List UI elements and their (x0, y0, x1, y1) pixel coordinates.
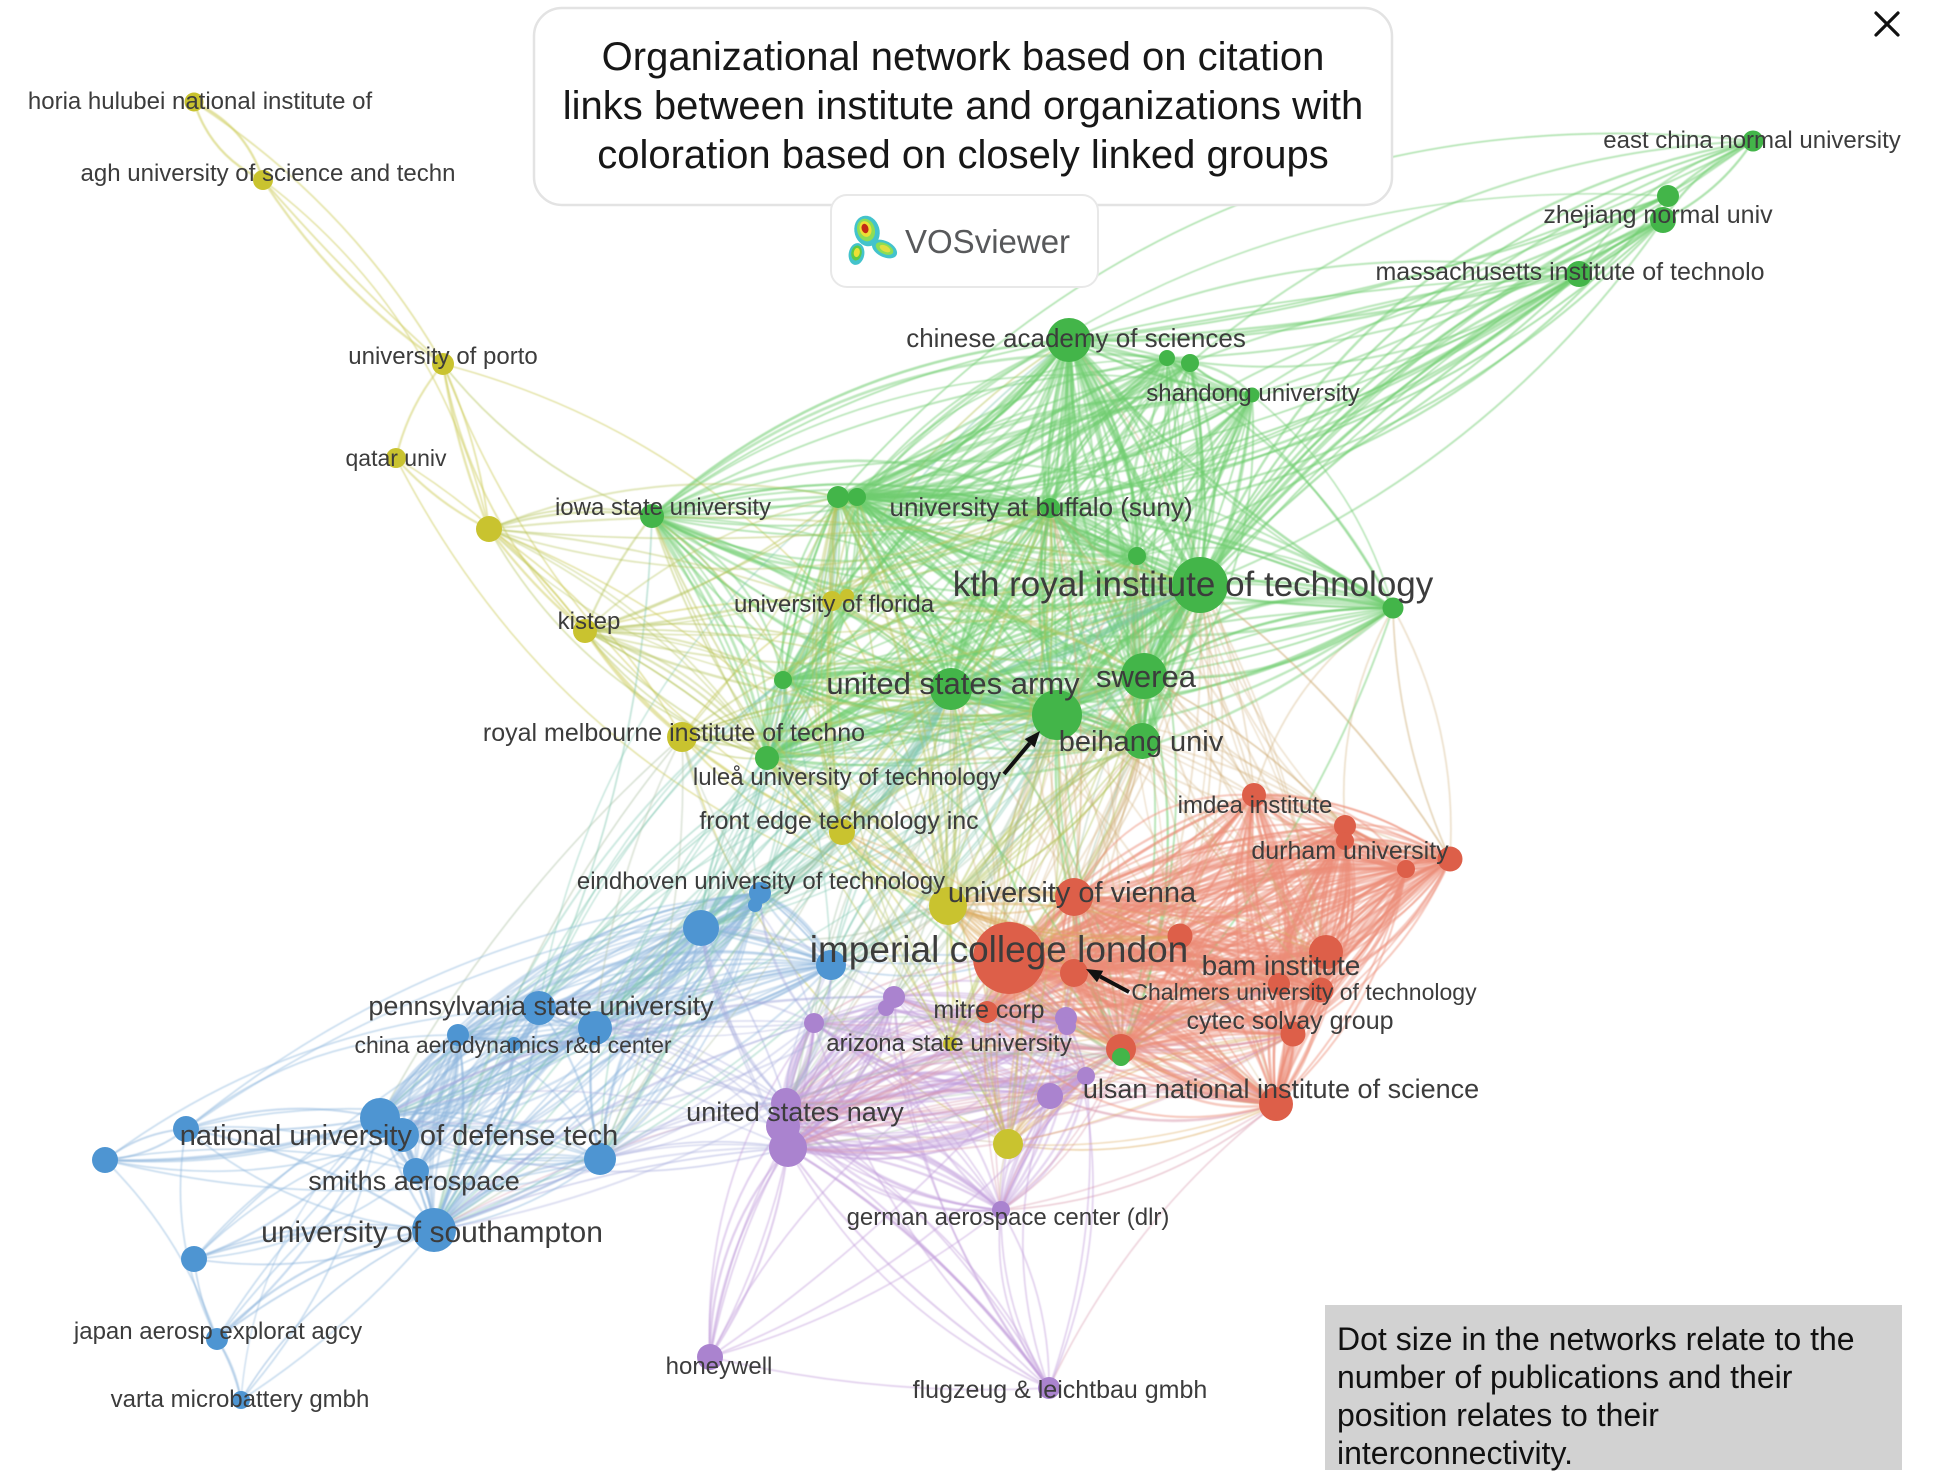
svg-text:pennsylvania state university: pennsylvania state university (368, 991, 714, 1021)
svg-text:chinese academy of sciences: chinese academy of sciences (906, 323, 1246, 353)
svg-text:qatar univ: qatar univ (345, 445, 447, 471)
svg-text:united states army: united states army (826, 666, 1080, 701)
svg-text:ulsan national institute of sc: ulsan national institute of science (1083, 1074, 1479, 1104)
svg-text:position relates to their: position relates to their (1337, 1397, 1659, 1433)
svg-text:zhejiang normal univ: zhejiang normal univ (1543, 201, 1773, 229)
svg-text:united states navy: united states navy (686, 1097, 904, 1127)
svg-text:flugzeug & leichtbau gmbh: flugzeug & leichtbau gmbh (913, 1376, 1208, 1404)
svg-text:luleå university of technology: luleå university of technology (693, 764, 1001, 791)
svg-text:massachusetts institute of tec: massachusetts institute of technolo (1375, 258, 1764, 286)
svg-text:university at buffalo (suny): university at buffalo (suny) (890, 492, 1193, 522)
svg-text:university of vienna: university of vienna (948, 877, 1197, 909)
svg-text:royal melbourne institute of t: royal melbourne institute of techno (483, 719, 865, 747)
svg-text:Organizational network based o: Organizational network based on citation (602, 35, 1325, 79)
svg-text:german aerospace center (dlr): german aerospace center (dlr) (847, 1204, 1170, 1231)
svg-text:horia hulubei national institu: horia hulubei national institute of (28, 88, 373, 115)
svg-text:bam institute: bam institute (1202, 950, 1361, 981)
svg-text:national university of defense: national university of defense tech (180, 1120, 619, 1152)
svg-text:varta microbattery gmbh: varta microbattery gmbh (111, 1386, 370, 1413)
svg-text:agh university of science and: agh university of science and techn (81, 160, 456, 187)
svg-text:imperial college london: imperial college london (810, 929, 1188, 970)
svg-text:number of publications and the: number of publications and their (1337, 1359, 1793, 1395)
svg-text:japan aerosp explorat agcy: japan aerosp explorat agcy (73, 1318, 362, 1345)
svg-text:kistep: kistep (558, 608, 621, 635)
svg-text:arizona state university: arizona state university (826, 1030, 1071, 1057)
svg-text:university of porto: university of porto (348, 343, 537, 370)
svg-text:china aerodynamics r&d center: china aerodynamics r&d center (354, 1032, 671, 1058)
svg-text:cytec solvay group: cytec solvay group (1186, 1007, 1393, 1035)
svg-text:VOSviewer: VOSviewer (905, 223, 1070, 260)
svg-text:imdea institute: imdea institute (1178, 792, 1333, 819)
svg-text:iowa state university: iowa state university (555, 494, 771, 521)
svg-text:mitre corp: mitre corp (933, 996, 1044, 1024)
svg-text:coloration based on closely li: coloration based on closely linked group… (597, 133, 1329, 177)
svg-text:Dot size in the networks relat: Dot size in the networks relate to the (1337, 1321, 1855, 1357)
svg-text:beihang univ: beihang univ (1059, 726, 1224, 758)
svg-text:kth royal institute of technol: kth royal institute of technology (953, 565, 1434, 604)
svg-text:swerea: swerea (1096, 659, 1197, 694)
svg-text:Chalmers university of technol: Chalmers university of technology (1131, 979, 1477, 1005)
svg-text:honeywell: honeywell (666, 1353, 773, 1380)
svg-text:eindhoven university of techno: eindhoven university of technology (577, 868, 945, 895)
svg-text:university of florida: university of florida (734, 591, 935, 618)
svg-text:shandong university: shandong university (1146, 380, 1359, 407)
svg-text:durham university: durham university (1251, 837, 1449, 865)
svg-text:front edge technology inc: front edge technology inc (699, 807, 978, 835)
svg-text:links between institute and or: links between institute and organization… (563, 84, 1363, 128)
svg-text:university of southampton: university of southampton (261, 1216, 603, 1249)
svg-text:interconnectivity.: interconnectivity. (1337, 1435, 1573, 1471)
svg-text:east china normal university: east china normal university (1603, 127, 1900, 154)
svg-text:smiths aerospace: smiths aerospace (308, 1166, 520, 1196)
